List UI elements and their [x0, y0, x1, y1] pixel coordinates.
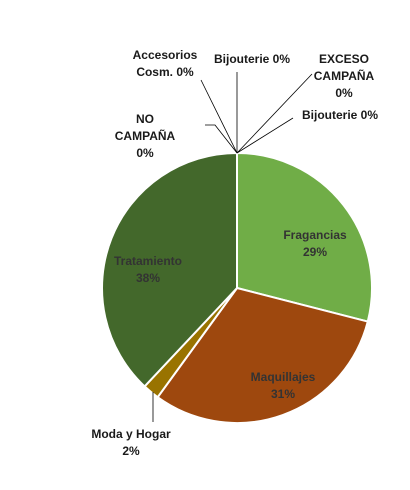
- pie-slice-tratamiento: [101, 151, 238, 388]
- leader-lines: [152, 72, 313, 422]
- slice-label-no-campana-pct: 0%: [136, 146, 154, 160]
- slice-label-accesorios-name-1: Accesorios: [133, 48, 198, 62]
- leader-bijouterie-right: [236, 117, 294, 154]
- leader-exceso: [236, 73, 313, 154]
- slice-label-bijouterie-top: Bijouterie 0%: [214, 52, 290, 66]
- slice-label-exceso-name-1: EXCESO: [319, 52, 369, 66]
- slice-label-no-campana-name-2: CAMPAÑA: [115, 128, 176, 143]
- slice-label-no-campana-name-1: NO: [136, 112, 154, 126]
- slice-label-tratamiento-pct: 38%: [136, 271, 160, 285]
- slice-label-moda-hogar-pct: 2%: [122, 444, 140, 458]
- slice-label-moda-hogar-name: Moda y Hogar: [91, 427, 171, 441]
- slice-label-exceso-name-2: CAMPAÑA: [314, 68, 375, 83]
- slice-label-bijouterie-right: Bijouterie 0%: [302, 108, 378, 122]
- slice-label-accesorios-name-2: Cosm. 0%: [136, 65, 194, 79]
- slice-label-fragancias-pct: 29%: [303, 245, 327, 259]
- slice-label-fragancias-name: Fragancias: [283, 228, 347, 242]
- slice-label-tratamiento-name: Tratamiento: [114, 254, 182, 268]
- slice-label-maquillajes-pct: 31%: [271, 387, 295, 401]
- pie-slice-maquillajes: [156, 286, 369, 425]
- leader-accesorios: [200, 79, 238, 154]
- pie-slice-fragancias: [236, 151, 373, 323]
- pie-slices: [101, 151, 373, 425]
- slice-label-exceso-pct: 0%: [335, 86, 353, 100]
- leader-no-campana: [205, 124, 238, 154]
- slice-label-maquillajes-name: Maquillajes: [251, 370, 316, 384]
